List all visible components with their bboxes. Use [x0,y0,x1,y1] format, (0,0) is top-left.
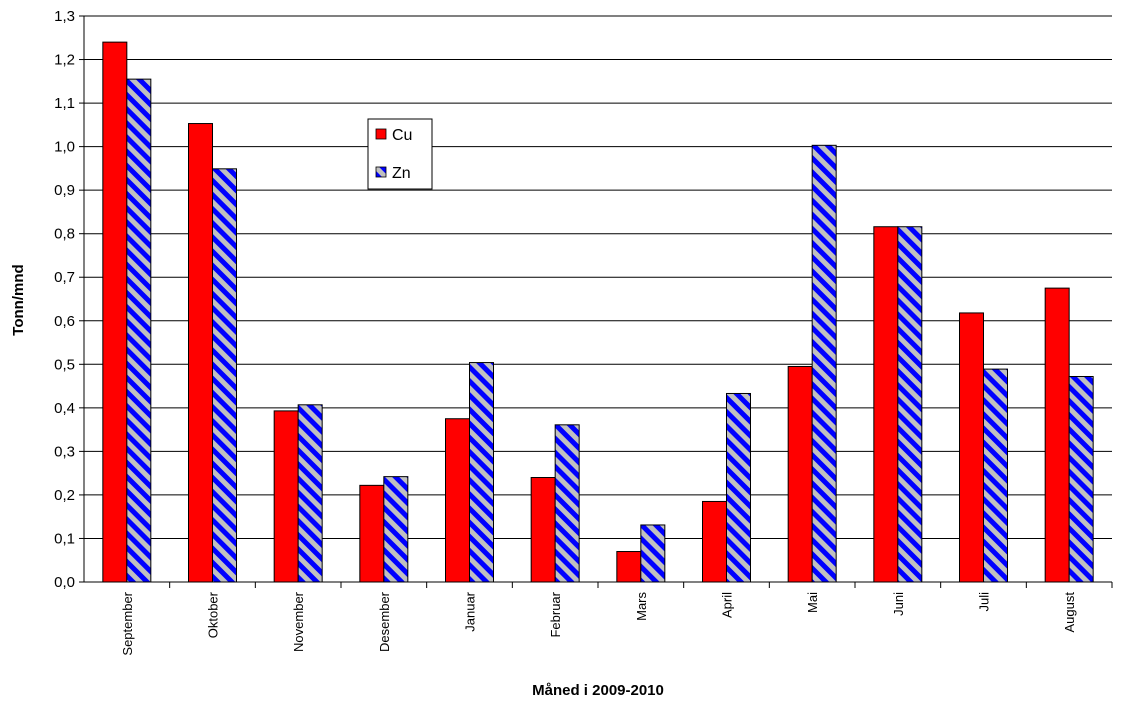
x-tick-label: Juli [977,592,992,612]
bar-zn-juni [897,226,923,583]
y-tick-label: 0,5 [54,356,75,373]
bar-cu-desember [359,484,385,583]
y-tick-label: 0,8 [54,226,75,243]
legend-label-zn: Zn [392,165,411,182]
bar-cu-juni [873,226,899,583]
x-tick-label: Mai [805,592,820,613]
bar-cu-juli [959,312,984,583]
bar-zn-november [297,404,323,583]
y-tick-label: 0,0 [54,574,75,591]
x-tick-label: Oktober [206,591,221,638]
bar-cu-januar [445,418,470,583]
y-tick-label: 1,1 [54,95,75,112]
bar-cu-februar [530,477,556,583]
x-tick-label: Juni [891,592,906,616]
y-tick-label: 1,0 [54,139,75,156]
x-tick-label: Mars [634,592,649,621]
bar-cu-august [1044,287,1070,583]
bar-zn-april [726,392,751,583]
x-tick-label: Februar [548,591,563,637]
bars [102,41,1094,583]
x-tick-label: April [720,592,735,618]
x-tick-label: Januar [463,591,478,631]
bar-zn-mars [640,524,666,583]
legend: Cu Zn [367,118,433,190]
y-tick-label: 0,3 [54,443,75,460]
bar-cu-november [273,410,299,583]
gridlines [84,15,1112,539]
y-tick-label: 0,6 [54,313,75,330]
legend-swatch-cu [375,128,387,140]
bar-zn-oktober [212,168,237,583]
y-tick-label: 1,2 [54,52,75,69]
x-tick-label: Desember [377,591,392,652]
bar-zn-september [126,78,152,583]
y-tick-label: 0,2 [54,487,75,504]
legend-label-cu: Cu [392,127,412,144]
y-tick-label: 0,7 [54,269,75,286]
x-tick-labels: September Oktober November Desember Januar Fe… [120,582,1113,656]
bar-zn-januar [469,362,494,583]
y-tick-labels: 0,0 0,1 0,2 0,3 0,4 0,5 0,6 0,7 0,8 0,9 1,0 1,1 1,2 1… [54,8,84,591]
y-axis-title: Tonn/mnd [10,264,27,335]
bar-zn-mai [811,144,837,583]
bar-cu-mars [616,551,642,583]
bar-cu-april [702,500,727,583]
y-tick-label: 0,9 [54,182,75,199]
x-axis-title: Måned i 2009-2010 [532,682,664,699]
bar-zn-februar [554,424,580,583]
bar-cu-mai [787,365,813,583]
y-tick-label: 0,4 [54,400,75,417]
bar-zn-desember [383,476,409,583]
y-tick-label: 1,3 [54,8,75,25]
x-tick-label: September [120,591,135,655]
y-tick-label: 0,1 [54,530,75,547]
bar-cu-september [102,41,128,583]
bar-cu-oktober [188,123,213,583]
bar-zn-juli [983,368,1008,583]
legend-swatch-zn [375,166,387,178]
x-tick-label: August [1062,592,1077,633]
bar-zn-august [1068,375,1094,583]
x-tick-label: November [291,591,306,652]
axes [83,16,1112,583]
